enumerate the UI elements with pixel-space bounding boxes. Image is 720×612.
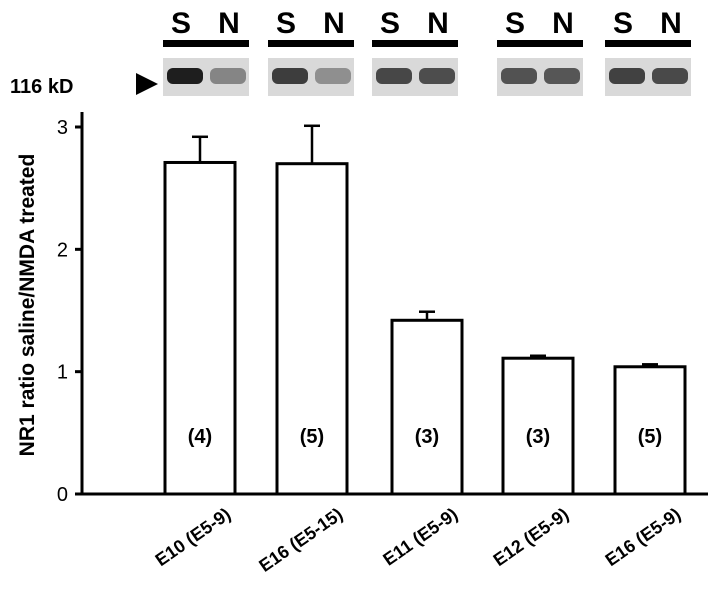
lane-label-saline: S [380,7,400,40]
lane-label-nmda: N [427,7,449,40]
y-axis-label: NR1 ratio saline/NMDA treated [16,154,39,457]
bar-group: (5) [275,124,349,496]
bar-chart: NR1 ratio saline/NMDA treated 0 1 2 3 (4) (5… [16,112,708,576]
bar [613,365,687,496]
lane-group-bar [163,40,249,47]
lane-label-nmda: N [218,7,240,40]
bar [390,318,464,496]
bars: (4) (5) (3) (3) (5) [163,124,687,496]
bar-group: (4) [163,135,237,496]
lane-label-nmda: N [552,7,574,40]
lane-label-nmda: N [660,7,682,40]
protein-band [501,68,537,84]
protein-band [272,68,308,84]
lane-group-bar [372,40,458,47]
protein-band [315,68,351,84]
protein-band [544,68,580,84]
lane-label-saline: S [505,7,525,40]
protein-band [376,68,412,84]
sample-size-label: (5) [638,426,662,448]
sample-size-label: (3) [415,426,439,448]
lane-label-saline: S [276,7,296,40]
bar-group: (3) [501,354,575,496]
bar-group: (5) [613,363,687,496]
y-tick-label: 0 [57,484,68,506]
x-tick-label: E12 (E5-9) [490,504,573,570]
x-tick-label: E10 (E5-9) [152,504,235,570]
x-tick-label: E16 (E5-15) [255,504,346,576]
sample-size-label: (5) [300,426,324,448]
lane-group-bar [605,40,691,47]
protein-band [609,68,645,84]
marker-arrow-icon [136,73,158,95]
lane-group-bar [268,40,354,47]
protein-band [167,68,203,84]
x-axis: E10 (E5-9) E16 (E5-15) E11 (E5-9) E12 (E5-9… [82,492,708,576]
molecular-weight-marker-label: 116 kD [10,76,73,98]
bar [275,162,349,496]
sample-size-label: (3) [526,426,550,448]
lane-label-nmda: N [323,7,345,40]
protein-band [652,68,688,84]
sample-size-label: (4) [188,426,212,448]
bar-group: (3) [390,310,464,496]
lane-label-saline: S [171,7,191,40]
protein-band [210,68,246,84]
y-tick-label: 3 [57,117,68,139]
y-tick-label: 2 [57,239,68,261]
y-axis: 0 1 2 3 [57,112,84,506]
y-tick-label: 1 [57,362,68,384]
lane-group-bar [497,40,583,47]
x-tick-label: E11 (E5-9) [379,504,461,570]
lane-label-saline: S [613,7,633,40]
protein-band [419,68,455,84]
x-tick-label: E16 (E5-9) [602,504,685,570]
